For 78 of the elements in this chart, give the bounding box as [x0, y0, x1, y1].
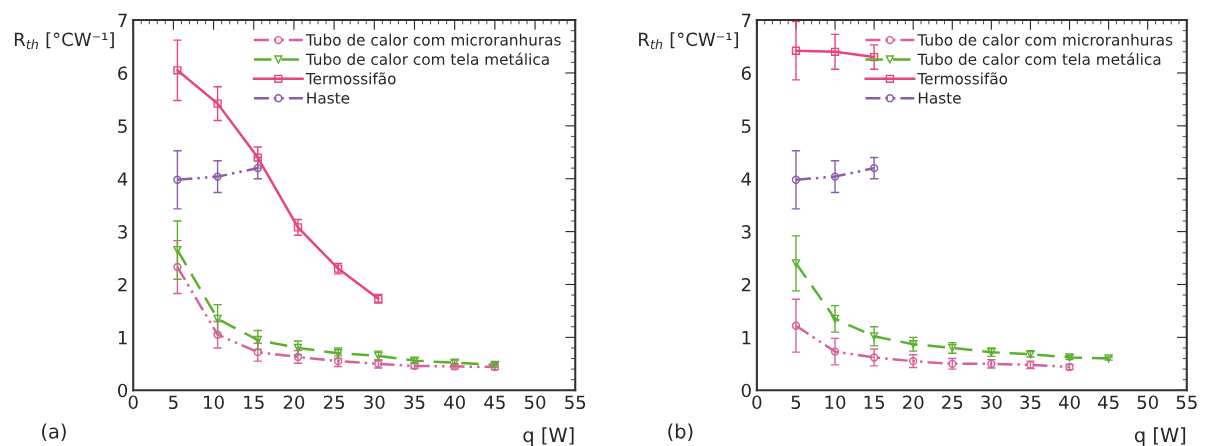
- y-tick-label: 2: [118, 277, 127, 292]
- x-tick-label: 0: [752, 395, 762, 410]
- x-tick-label: 35: [404, 395, 425, 410]
- y-tick-label: 4: [117, 172, 128, 186]
- point: [830, 314, 840, 324]
- x-axis-title: q [W]: [523, 427, 574, 446]
- legend-label: Tubo de calor com microranhuras: [917, 33, 1173, 46]
- x-tick-label: 10: [825, 395, 846, 410]
- x-axis-title: q [W]: [1134, 427, 1186, 446]
- text: (b): [668, 423, 693, 441]
- point: [213, 172, 222, 181]
- x-tick-label: 30: [981, 395, 1002, 410]
- point: [253, 348, 262, 357]
- legend-label: Tubo de calor com tela metálica: [917, 52, 1161, 66]
- x-tick-label: 10: [204, 395, 224, 410]
- y-tick-label: 6: [118, 66, 128, 81]
- y-tick-label: 1: [118, 331, 127, 345]
- point: [213, 99, 222, 108]
- x-tick-label: 40: [1058, 395, 1080, 410]
- point: [869, 163, 879, 173]
- point: [791, 321, 801, 330]
- x-tick-label: 30: [364, 395, 385, 410]
- y-tick-label: 7: [118, 13, 127, 27]
- x-tick-label: 20: [283, 395, 305, 410]
- point: [213, 314, 222, 324]
- y-tick-label: 3: [118, 225, 127, 239]
- point: [253, 163, 262, 173]
- legend-label: Haste: [918, 92, 961, 104]
- point: [830, 172, 840, 181]
- x-tick-label: 55: [565, 395, 586, 410]
- x-tick-label: 45: [484, 395, 505, 410]
- legend-label: Termossifão: [917, 72, 1008, 85]
- point: [869, 332, 879, 341]
- x-tick-label: 25: [942, 395, 963, 410]
- point: [830, 47, 840, 56]
- point: [791, 259, 801, 268]
- point: [173, 245, 182, 255]
- y-tick-label: 4: [741, 172, 751, 186]
- y-axis-title: R$_{th}$ [°CW⁻¹]: [639, 32, 739, 49]
- x-tick-label: 35: [1020, 395, 1041, 410]
- point: [909, 340, 918, 349]
- x-tick-label: 15: [244, 395, 264, 410]
- point: [213, 330, 222, 339]
- y-tick-label: 5: [118, 119, 127, 133]
- legend-label: Tubo de calor com microranhuras: [305, 33, 561, 46]
- point: [293, 223, 303, 232]
- point: [869, 353, 879, 362]
- x-tick-label: 20: [903, 395, 924, 410]
- legend-label: Termossifão: [305, 72, 396, 85]
- y-tick-label: 5: [741, 119, 751, 133]
- y-tick-label: 6: [741, 66, 751, 81]
- y-tick-label: 0: [118, 383, 128, 398]
- text: (a): [42, 423, 66, 441]
- point: [830, 347, 840, 356]
- point: [173, 262, 182, 272]
- point: [791, 175, 801, 184]
- y-tick-label: 3: [741, 225, 751, 239]
- y-axis-title: R$_{th}$ [°CW⁻¹]: [14, 32, 114, 49]
- point: [791, 46, 801, 55]
- x-tick-label: 55: [1176, 395, 1197, 410]
- x-tick-label: 40: [444, 395, 465, 410]
- point: [253, 335, 262, 345]
- x-tick-label: 50: [1137, 395, 1158, 410]
- x-tick-label: 5: [791, 395, 801, 410]
- x-tick-label: 5: [169, 395, 178, 410]
- y-tick-label: 2: [741, 277, 751, 292]
- x-tick-label: 50: [524, 395, 546, 410]
- y-tick-label: 7: [742, 13, 751, 27]
- y-tick-label: 0: [741, 383, 751, 398]
- legend-label: Tubo de calor com tela metálica: [305, 52, 549, 66]
- point: [173, 66, 182, 75]
- x-tick-label: 15: [864, 395, 885, 410]
- x-tick-label: 0: [128, 395, 138, 410]
- x-tick-label: 25: [323, 395, 345, 410]
- x-tick-label: 45: [1098, 395, 1119, 410]
- point: [173, 175, 182, 184]
- y-tick-label: 1: [742, 331, 751, 345]
- legend-label: Haste: [307, 92, 350, 104]
